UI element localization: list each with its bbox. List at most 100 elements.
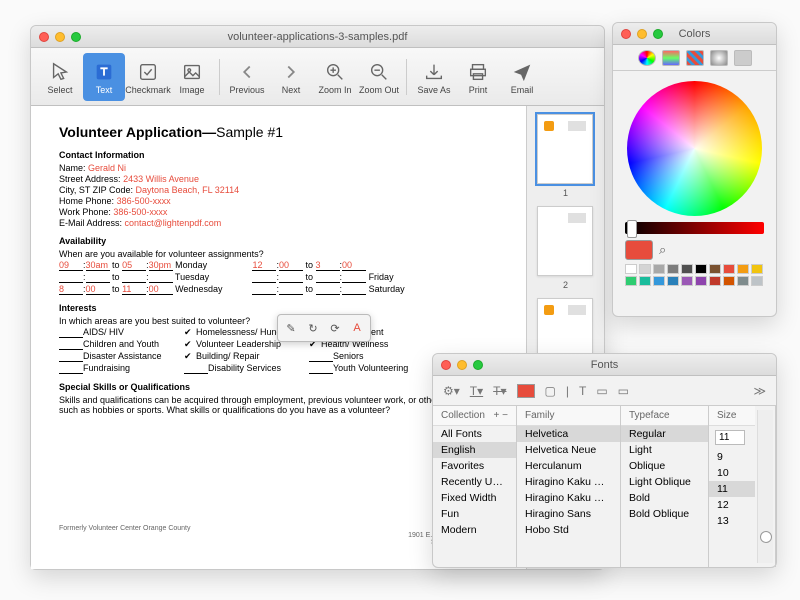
save-as-button[interactable]: Save As bbox=[413, 53, 455, 101]
color-mode-tabs[interactable] bbox=[613, 45, 776, 71]
list-item[interactable]: 11 bbox=[709, 481, 755, 497]
text-a-icon[interactable]: A bbox=[347, 318, 367, 338]
size-slider[interactable] bbox=[757, 410, 773, 563]
brightness-slider[interactable] bbox=[625, 222, 764, 234]
availability-heading: Availability bbox=[59, 236, 498, 246]
list-item[interactable]: 12 bbox=[709, 497, 755, 513]
refresh-icon[interactable]: ⟳ bbox=[325, 318, 345, 338]
list-item[interactable]: Hiragino Sans bbox=[517, 506, 620, 522]
zoom-out-button[interactable]: Zoom Out bbox=[358, 53, 400, 101]
select-tool[interactable]: Select bbox=[39, 53, 81, 101]
shadow-text-icon[interactable]: T bbox=[579, 384, 586, 398]
palette-tab-icon[interactable] bbox=[686, 50, 704, 66]
toolbar: Select Text Checkmark Image Previous Nex… bbox=[31, 48, 604, 106]
email-button[interactable]: Email bbox=[501, 53, 543, 101]
annotation-popup[interactable]: ✎ ↻ ⟳ A bbox=[277, 314, 371, 342]
family-column: Family HelveticaHelvetica NeueHerculanum… bbox=[517, 406, 621, 567]
list-item[interactable]: Bold Oblique bbox=[621, 506, 708, 522]
current-color-swatch[interactable] bbox=[625, 240, 653, 260]
family-list[interactable]: HelveticaHelvetica NeueHerculanumHiragin… bbox=[517, 426, 620, 538]
strike-icon[interactable]: T▾ bbox=[493, 384, 506, 398]
swatch[interactable] bbox=[667, 264, 679, 274]
list-item[interactable]: 13 bbox=[709, 513, 755, 529]
next-button[interactable]: Next bbox=[270, 53, 312, 101]
list-item[interactable]: Favorites bbox=[433, 458, 516, 474]
page-thumbnail-2[interactable] bbox=[537, 206, 593, 276]
colors-titlebar[interactable]: Colors bbox=[613, 23, 776, 45]
underline-icon[interactable]: T▾ bbox=[470, 384, 483, 398]
more-icon[interactable]: ≫ bbox=[753, 384, 766, 398]
checkmark-tool[interactable]: Checkmark bbox=[127, 53, 169, 101]
swatch[interactable] bbox=[737, 264, 749, 274]
print-button[interactable]: Print bbox=[457, 53, 499, 101]
list-item[interactable]: 9 bbox=[709, 449, 755, 465]
gear-icon[interactable]: ⚙︎▾ bbox=[443, 384, 460, 398]
fonts-panel: Fonts ⚙︎▾ T▾ T▾ ▢ | T ▭ ▭ ≫ Collection+ … bbox=[432, 353, 777, 568]
list-item[interactable]: Hiragino Kaku Goth bbox=[517, 474, 620, 490]
list-item[interactable]: Recently Used bbox=[433, 474, 516, 490]
swatch[interactable] bbox=[681, 276, 693, 286]
swatch[interactable] bbox=[723, 264, 735, 274]
list-item[interactable]: Helvetica bbox=[517, 426, 620, 442]
swatch[interactable] bbox=[625, 276, 637, 286]
swatch[interactable] bbox=[709, 276, 721, 286]
typeface-list[interactable]: RegularLightObliqueLight ObliqueBoldBold… bbox=[621, 426, 708, 522]
color-swatches[interactable] bbox=[625, 264, 764, 286]
zoom-in-button[interactable]: Zoom In bbox=[314, 53, 356, 101]
pencil-icon[interactable]: ✎ bbox=[281, 318, 301, 338]
list-item[interactable]: Hiragino Kaku Goth bbox=[517, 490, 620, 506]
list-item[interactable]: Fun bbox=[433, 506, 516, 522]
add-remove-icon[interactable]: + − bbox=[494, 410, 508, 421]
text-color-swatch[interactable] bbox=[517, 384, 535, 398]
sliders-tab-icon[interactable] bbox=[662, 50, 680, 66]
swatch[interactable] bbox=[737, 276, 749, 286]
list-item[interactable]: Herculanum bbox=[517, 458, 620, 474]
size-input[interactable] bbox=[715, 430, 745, 445]
swatch[interactable] bbox=[751, 264, 763, 274]
list-item[interactable]: Regular bbox=[621, 426, 708, 442]
wheel-tab-icon[interactable] bbox=[638, 50, 656, 66]
list-item[interactable]: Fixed Width bbox=[433, 490, 516, 506]
swatch[interactable] bbox=[639, 264, 651, 274]
window-title: volunteer-applications-3-samples.pdf bbox=[31, 31, 604, 43]
list-item[interactable]: Hobo Std bbox=[517, 522, 620, 538]
list-item[interactable]: Modern bbox=[433, 522, 516, 538]
list-item[interactable]: 10 bbox=[709, 465, 755, 481]
collection-list[interactable]: All FontsEnglishFavoritesRecently UsedFi… bbox=[433, 426, 516, 538]
rotate-icon[interactable]: ↻ bbox=[303, 318, 323, 338]
size-column: Size 910111213 bbox=[709, 406, 776, 567]
swatch[interactable] bbox=[695, 276, 707, 286]
swatch[interactable] bbox=[681, 264, 693, 274]
opacity-icon[interactable]: ▭ bbox=[596, 384, 607, 398]
blur-icon[interactable]: ▭ bbox=[618, 384, 629, 398]
swatch[interactable] bbox=[695, 264, 707, 274]
size-list[interactable]: 910111213 bbox=[709, 449, 755, 529]
previous-button[interactable]: Previous bbox=[226, 53, 268, 101]
swatch[interactable] bbox=[709, 264, 721, 274]
list-item[interactable]: Oblique bbox=[621, 458, 708, 474]
list-item[interactable]: All Fonts bbox=[433, 426, 516, 442]
list-item[interactable]: Bold bbox=[621, 490, 708, 506]
image-tool[interactable]: Image bbox=[171, 53, 213, 101]
swatch[interactable] bbox=[639, 276, 651, 286]
main-titlebar[interactable]: volunteer-applications-3-samples.pdf bbox=[31, 26, 604, 48]
color-wheel[interactable] bbox=[627, 81, 762, 216]
doc-color-icon[interactable]: ▢ bbox=[545, 384, 556, 398]
swatch[interactable] bbox=[653, 264, 665, 274]
list-item[interactable]: Helvetica Neue bbox=[517, 442, 620, 458]
swatch[interactable] bbox=[723, 276, 735, 286]
crayons-tab-icon[interactable] bbox=[734, 50, 752, 66]
eyedropper-icon[interactable]: ⌕ bbox=[659, 242, 666, 258]
text-tool[interactable]: Text bbox=[83, 53, 125, 101]
swatch[interactable] bbox=[653, 276, 665, 286]
list-item[interactable]: Light Oblique bbox=[621, 474, 708, 490]
swatch[interactable] bbox=[625, 264, 637, 274]
page-thumbnail-1[interactable] bbox=[537, 114, 593, 184]
swatch[interactable] bbox=[667, 276, 679, 286]
swatch[interactable] bbox=[751, 276, 763, 286]
spectrum-tab-icon[interactable] bbox=[710, 50, 728, 66]
list-item[interactable]: English bbox=[433, 442, 516, 458]
colors-title: Colors bbox=[613, 28, 776, 40]
list-item[interactable]: Light bbox=[621, 442, 708, 458]
fonts-titlebar[interactable]: Fonts bbox=[433, 354, 776, 376]
